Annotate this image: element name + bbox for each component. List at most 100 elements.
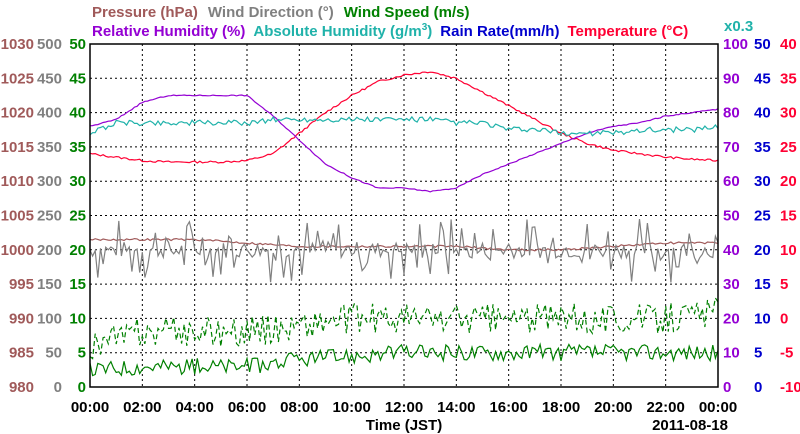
- legend-text: Temperature (°C): [567, 23, 688, 40]
- series-line: [89, 219, 719, 283]
- y-tick-label-temperature: 40: [780, 36, 797, 53]
- y-tick-label-rain_rate: 45: [754, 70, 771, 87]
- y-tick-label-wind_direction: 400: [37, 105, 62, 122]
- legend-row2-item: Temperature (°C): [567, 23, 688, 40]
- y-tick-label-relative_humidity: 60: [723, 173, 740, 190]
- y-tick-label-wind_direction: 50: [45, 345, 62, 362]
- legend-text: Rain Rate(mm/h): [440, 23, 559, 40]
- series-line: [89, 296, 719, 360]
- legend-row1-item: Wind Speed (m/s): [344, 4, 470, 21]
- y-tick-label-wind_direction: 350: [37, 139, 62, 156]
- chart-grid: [90, 44, 718, 387]
- y-tick-label-pressure: 1000: [1, 242, 34, 259]
- y-tick-label-temperature: 30: [780, 105, 797, 122]
- y-tick-label-rain_rate: 10: [754, 310, 771, 327]
- y-tick-label-pressure: 995: [9, 276, 34, 293]
- y-tick-label-rain_rate: 15: [754, 276, 771, 293]
- y-tick-label-wind_direction: 0: [54, 379, 62, 396]
- x-tick-label: 12:00: [385, 399, 423, 416]
- series-line: [89, 71, 719, 164]
- y-tick-label-relative_humidity: 90: [723, 70, 740, 87]
- y-tick-label-relative_humidity: 0: [723, 379, 731, 396]
- y-tick-label-pressure: 980: [9, 379, 34, 396]
- y-tick-label-rain_rate: 30: [754, 173, 771, 190]
- y-tick-label-relative_humidity: 70: [723, 139, 740, 156]
- y-tick-label-rain_rate: 50: [754, 36, 771, 53]
- chart-header: Pressure (hPa) Wind Direction (°) Wind Spe…: [92, 4, 753, 40]
- y-tick-label-pressure: 1015: [1, 139, 34, 156]
- legend-text: Absolute Humidity (g/m: [253, 23, 421, 40]
- y-tick-label-wind_direction: 200: [37, 242, 62, 259]
- y-tick-label-pressure: 1020: [1, 105, 34, 122]
- y-tick-label-temperature: 0: [780, 310, 788, 327]
- y-tick-label-wind_speed: 45: [69, 70, 86, 87]
- y-tick-label-wind_speed: 40: [69, 105, 86, 122]
- y-tick-label-temperature: 5: [780, 276, 788, 293]
- y-tick-label-wind_speed: 30: [69, 173, 86, 190]
- date-label: 2011-08-18: [652, 417, 728, 434]
- y-tick-label-wind_direction: 250: [37, 208, 62, 225]
- x-axis: 00:00 02:00 04:00 06:00 08:00 10:00 12:00 14:00…: [71, 399, 737, 434]
- y-tick-label-rain_rate: 5: [754, 345, 762, 362]
- y-tick-label-temperature: 20: [780, 173, 797, 190]
- y-tick-label-relative_humidity: 30: [723, 276, 740, 293]
- legend-row2-item: Relative Humidity (%): [92, 23, 245, 40]
- y-tick-label-wind_speed: 35: [69, 139, 86, 156]
- y-tick-label-temperature: 10: [780, 242, 797, 259]
- y-tick-label-relative_humidity: 50: [723, 208, 740, 225]
- y-tick-label-wind_speed: 5: [78, 345, 86, 362]
- x-tick-label: 00:00: [699, 399, 737, 416]
- x-tick-label: 06:00: [228, 399, 266, 416]
- x-axis-title: Time (JST): [366, 417, 442, 434]
- y-tick-label-relative_humidity: 20: [723, 310, 740, 327]
- y-tick-label-pressure: 985: [9, 345, 34, 362]
- x-tick-label: 16:00: [489, 399, 527, 416]
- y-tick-label-relative_humidity: 10: [723, 345, 740, 362]
- y-tick-label-wind_direction: 100: [37, 310, 62, 327]
- y-tick-label-rain_rate: 20: [754, 242, 771, 259]
- legend-row2-item: Rain Rate(mm/h): [440, 23, 559, 40]
- y-tick-label-wind_speed: 50: [69, 36, 86, 53]
- y-tick-label-wind_direction: 150: [37, 276, 62, 293]
- series-line: [89, 115, 719, 137]
- legend-row2-item: Absolute Humidity (g/m3): [253, 22, 432, 40]
- plot-border: [89, 43, 719, 388]
- y-tick-label-temperature: 35: [780, 70, 797, 87]
- y-tick-label-relative_humidity: 100: [723, 36, 748, 53]
- x-tick-label: 04:00: [175, 399, 213, 416]
- y-tick-label-pressure: 990: [9, 310, 34, 327]
- y-tick-label-temperature: -5: [780, 345, 793, 362]
- legend-tail: ): [427, 23, 432, 40]
- series-line: [89, 342, 719, 377]
- y-tick-label-temperature: -10: [780, 379, 800, 396]
- legend-sup: 3: [422, 22, 428, 33]
- y-tick-label-rain_rate: 25: [754, 208, 771, 225]
- x-tick-label: 00:00: [71, 399, 109, 416]
- y-tick-label-relative_humidity: 40: [723, 242, 740, 259]
- scale-note: x0.3: [724, 18, 753, 35]
- y-tick-label-pressure: 1030: [1, 36, 34, 53]
- y-tick-label-wind_direction: 300: [37, 173, 62, 190]
- y-tick-label-pressure: 1005: [1, 208, 34, 225]
- x-tick-label: 18:00: [542, 399, 580, 416]
- y-tick-label-rain_rate: 0: [754, 379, 762, 396]
- legend-row1-item: Pressure (hPa): [92, 4, 198, 21]
- y-tick-label-temperature: 25: [780, 139, 797, 156]
- series-line: [89, 237, 719, 252]
- chart-axes: 1030102510201015101010051000995990985980…: [1, 36, 800, 396]
- y-tick-label-wind_speed: 15: [69, 276, 86, 293]
- legend-text: Relative Humidity (%): [92, 23, 245, 40]
- plot-frame: [89, 43, 719, 388]
- y-tick-label-wind_speed: 0: [78, 379, 86, 396]
- y-tick-label-wind_direction: 450: [37, 70, 62, 87]
- y-tick-label-relative_humidity: 80: [723, 105, 740, 122]
- y-tick-label-temperature: 15: [780, 208, 797, 225]
- chart-series: [89, 71, 719, 377]
- x-tick-label: 20:00: [594, 399, 632, 416]
- x-tick-label: 22:00: [646, 399, 684, 416]
- x-tick-label: 02:00: [123, 399, 161, 416]
- y-tick-label-wind_speed: 25: [69, 208, 86, 225]
- series-line: [89, 94, 719, 193]
- y-tick-label-wind_direction: 500: [37, 36, 62, 53]
